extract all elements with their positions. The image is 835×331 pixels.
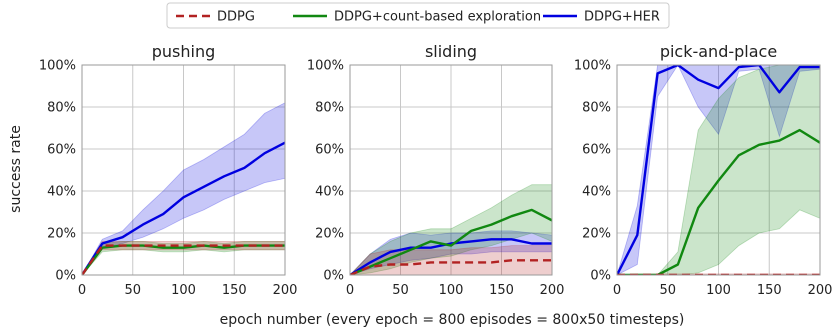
panel-title: sliding <box>425 42 477 61</box>
x-axis-label: epoch number (every epoch = 800 episodes… <box>220 312 685 328</box>
line-ddpg <box>82 244 285 275</box>
plot-frame <box>81 64 286 276</box>
line-ddpg-count-based-exploration <box>350 208 552 275</box>
panel-pick-and-place: pick-and-place 0 50 100 150 200 0% 20% 40% 60% 80%… <box>574 42 833 298</box>
y-tick-label: 100% <box>307 59 344 74</box>
line-ddpg-count-based-exploration <box>617 128 820 275</box>
panel-pushing: pushing 0 50 100 150 200 0% 20% 40% 60% 80% 100% <box>39 42 298 298</box>
panel-sliding: sliding 0 50 100 150 200 0% 20% 40% 60% 80% 100% <box>307 42 565 298</box>
y-tick-label: 100% <box>574 59 611 74</box>
legend-label-her: DDPG+HER <box>584 10 660 25</box>
band-ddpg-her <box>617 65 820 275</box>
y-axis-label: success rate <box>8 125 24 213</box>
y-tick-label: 80% <box>315 101 344 116</box>
y-tick-label: 20% <box>47 227 76 242</box>
y-tick-label: 60% <box>47 143 76 158</box>
line-ddpg-her <box>617 65 820 275</box>
plot-content <box>350 184 552 275</box>
band-ddpg-count-based-exploration <box>350 184 552 275</box>
legend-box <box>166 2 670 29</box>
x-tick-label: 0 <box>613 283 621 298</box>
y-tick-label: 0% <box>55 269 76 284</box>
legend-label-ddpg: DDPG <box>217 10 255 25</box>
plot-content <box>617 65 820 275</box>
line-ddpg-her <box>350 238 552 275</box>
legend: DDPG DDPG+count-based exploration DDPG+H… <box>166 2 670 29</box>
y-tick-label: 60% <box>315 143 344 158</box>
x-tick-label: 200 <box>273 283 298 298</box>
y-tick-label: 20% <box>315 227 344 242</box>
x-tick-label: 150 <box>489 283 514 298</box>
band-ddpg <box>82 241 285 275</box>
y-tick-label: 100% <box>39 59 76 74</box>
band-ddpg-her <box>350 230 552 275</box>
y-tick-label: 20% <box>582 227 611 242</box>
y-tick-label: 0% <box>323 269 344 284</box>
x-tick-label: 50 <box>392 283 409 298</box>
y-tick-label: 40% <box>47 185 76 200</box>
x-tick-label: 200 <box>808 283 833 298</box>
x-tick-label: 50 <box>124 283 141 298</box>
y-tick-label: 40% <box>315 185 344 200</box>
line-ddpg-her <box>82 141 285 275</box>
x-tick-label: 150 <box>222 283 247 298</box>
plot-frame <box>616 64 821 276</box>
line-ddpg <box>350 259 552 275</box>
y-tick-label: 0% <box>590 269 611 284</box>
y-tick-label: 40% <box>582 185 611 200</box>
y-tick-label: 80% <box>582 101 611 116</box>
plot-content <box>82 102 285 275</box>
x-tick-label: 0 <box>78 283 86 298</box>
panel-title: pushing <box>152 42 216 61</box>
panel-title: pick-and-place <box>660 42 777 61</box>
x-tick-label: 100 <box>439 283 464 298</box>
x-tick-label: 150 <box>757 283 782 298</box>
legend-label-count-based: DDPG+count-based exploration <box>334 10 541 25</box>
y-tick-label: 80% <box>47 101 76 116</box>
x-tick-label: 100 <box>706 283 731 298</box>
band-ddpg-count-based-exploration <box>82 240 285 275</box>
x-tick-label: 50 <box>659 283 676 298</box>
x-tick-label: 0 <box>346 283 354 298</box>
y-tick-label: 60% <box>582 143 611 158</box>
x-tick-label: 200 <box>540 283 565 298</box>
plot-frame <box>349 64 553 276</box>
x-tick-label: 100 <box>171 283 196 298</box>
